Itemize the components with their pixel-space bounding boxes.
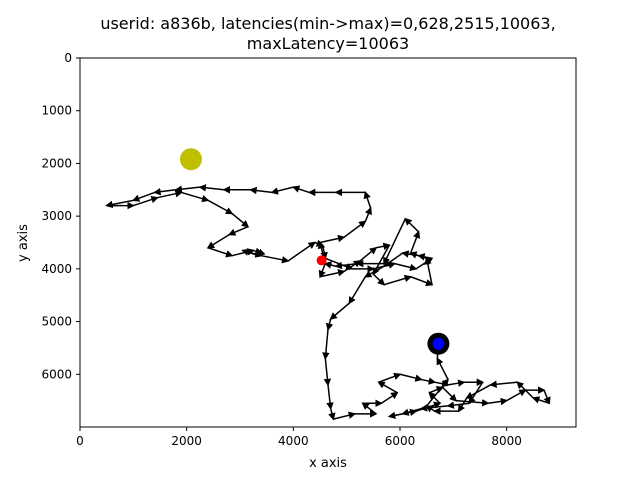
trajectory-segment [174, 185, 201, 193]
y-axis-ticks: 0 1000 2000 3000 4000 5000 6000 [41, 51, 80, 381]
trajectory-segment [404, 217, 420, 233]
trajectory-segment [206, 233, 230, 249]
trajectory-segment [329, 302, 350, 320]
trajectory-segment [333, 411, 357, 420]
trajectory-segment [383, 274, 413, 286]
trajectory-segment [207, 199, 234, 215]
y-tick-label: 4000 [41, 262, 72, 276]
x-tick-label: 8000 [491, 434, 522, 448]
trajectory-segment [157, 190, 183, 199]
target-marker [179, 148, 202, 171]
y-tick-label: 5000 [41, 315, 72, 329]
y-tick-label: 3000 [41, 209, 72, 223]
trajectory-segment [364, 265, 385, 278]
trajectory-segment [364, 206, 372, 222]
trajectory-segment [417, 253, 433, 261]
trajectory-segment [287, 241, 316, 262]
trajectory-segment [133, 196, 159, 207]
trajectory-segment [319, 269, 346, 278]
trajectory-segment [543, 389, 551, 405]
trajectory-segment [455, 399, 490, 407]
trajectory-segment [363, 191, 372, 209]
trajectory-segment [323, 358, 332, 387]
trajectory-segment [377, 381, 398, 394]
x-axis-ticks: 0 2000 4000 6000 8000 [76, 427, 522, 448]
trajectory-segment [343, 220, 367, 238]
trajectory-segment [409, 230, 421, 254]
chart-title-line-2: maxLatency=10063 [247, 34, 409, 53]
trajectory-segment [361, 402, 377, 415]
trajectory-segment [270, 186, 294, 195]
x-tick-label: 4000 [278, 434, 309, 448]
trajectory-segment [394, 262, 418, 272]
trajectory-segment [426, 378, 449, 407]
trajectory-segment [383, 218, 407, 265]
trajectory-segment [380, 391, 399, 404]
trajectory-segment [227, 225, 249, 236]
trajectory-segment [131, 191, 155, 202]
trajectory-segment [207, 247, 234, 258]
trajectory-segment [378, 372, 402, 383]
trajectory-segment [389, 408, 418, 418]
trajectory-segment [375, 242, 391, 250]
trajectory-segment [457, 397, 468, 413]
x-tick-label: 2000 [171, 434, 202, 448]
trajectory-segment [291, 185, 310, 194]
trajectory-segment [231, 212, 250, 228]
trajectory-segment [421, 377, 437, 385]
chart-title-line-1: userid: a836b, latencies(min->max)=0,628… [100, 14, 555, 33]
trajectory-segment [410, 276, 434, 287]
y-tick-label: 2000 [41, 156, 72, 170]
trajectory-segment [399, 373, 423, 382]
trajectory-segment [320, 244, 328, 260]
y-tick-label: 0 [64, 51, 72, 65]
trajectory-segment [442, 386, 458, 402]
trajectory-segment [314, 239, 325, 247]
trajectory-segment [436, 357, 449, 380]
trajectory-segment [516, 381, 534, 399]
x-tick-label: 6000 [385, 434, 416, 448]
trajectory-segment [489, 380, 518, 388]
trajectory-segment [181, 191, 210, 203]
trajectory-segment [105, 199, 134, 209]
trajectory-segment [325, 318, 334, 331]
trajectory-segment [359, 246, 378, 262]
trajectory-segment [487, 397, 509, 406]
trajectory-segment [447, 379, 466, 387]
trajectory-segment [328, 408, 336, 421]
x-tick-label: 0 [76, 434, 84, 448]
trajectory-segment [323, 261, 337, 269]
trajectory-segment [415, 257, 434, 270]
end-marker [432, 337, 445, 350]
trajectory-segment [382, 252, 404, 268]
trajectory-segment [153, 187, 177, 196]
trajectory-segment [506, 389, 527, 402]
start-marker [316, 255, 327, 266]
y-tick-label: 1000 [41, 104, 72, 118]
trajectory-segment [198, 184, 225, 192]
trajectory-segment [322, 329, 330, 360]
trajectory-segment [325, 257, 354, 271]
x-axis-label: x axis [309, 456, 347, 471]
trajectory-segment [401, 250, 419, 258]
y-tick-label: 6000 [41, 367, 72, 381]
trajectory-segment [326, 384, 334, 411]
trajectory-segment [372, 273, 386, 286]
trajectory-segment [428, 391, 441, 404]
trajectory-segment [261, 254, 290, 264]
trajectory-segment [348, 276, 366, 305]
trajectory-segment [425, 405, 436, 413]
trajectory-segment [372, 244, 390, 276]
plot-area [79, 57, 577, 428]
trajectory-segment [531, 396, 550, 404]
trajectory-segment [242, 249, 263, 258]
trajectory-segment [249, 186, 273, 195]
y-axis-label: y axis [16, 224, 31, 262]
trajectory-segment [465, 384, 492, 399]
